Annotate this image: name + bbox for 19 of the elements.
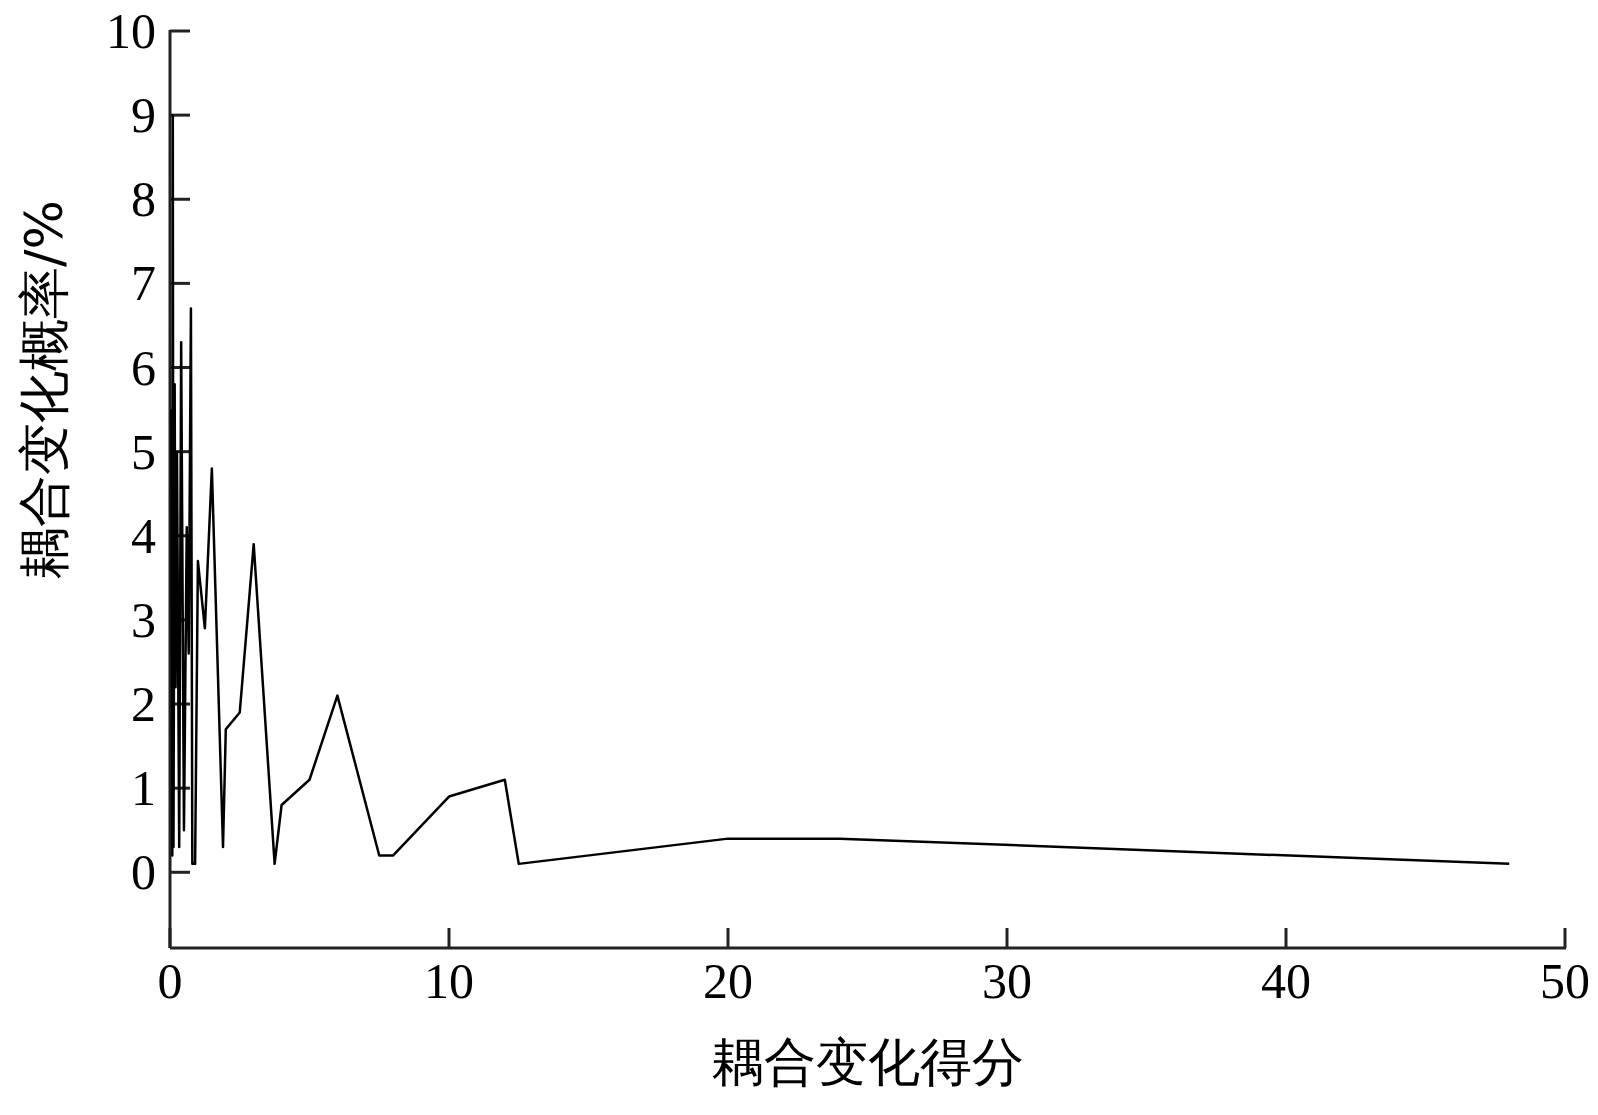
line-series <box>170 113 1511 866</box>
y-tick-label: 7 <box>131 255 156 312</box>
y-tick-label: 4 <box>131 507 156 564</box>
y-tick-label: 2 <box>131 676 156 733</box>
y-tick-label: 9 <box>131 87 156 144</box>
x-axis-title: 耦合变化得分 <box>711 1032 1024 1092</box>
y-tick-label: 10 <box>106 3 156 59</box>
y-tick-label: 1 <box>131 760 156 817</box>
y-tick-label: 5 <box>131 423 156 480</box>
x-tick-label: 20 <box>703 953 753 1009</box>
y-tick-label: 6 <box>131 339 156 396</box>
y-tick-label: 8 <box>131 171 156 228</box>
x-tick-label: 10 <box>424 953 474 1009</box>
y-axis-title: 耦合变化概率/% <box>14 200 74 579</box>
y-tick-label: 3 <box>131 591 156 648</box>
x-tick-label: 40 <box>1261 953 1311 1009</box>
y-tick-label: 0 <box>131 844 156 901</box>
x-tick-label: 30 <box>982 953 1032 1009</box>
x-tick-label: 50 <box>1540 953 1590 1009</box>
